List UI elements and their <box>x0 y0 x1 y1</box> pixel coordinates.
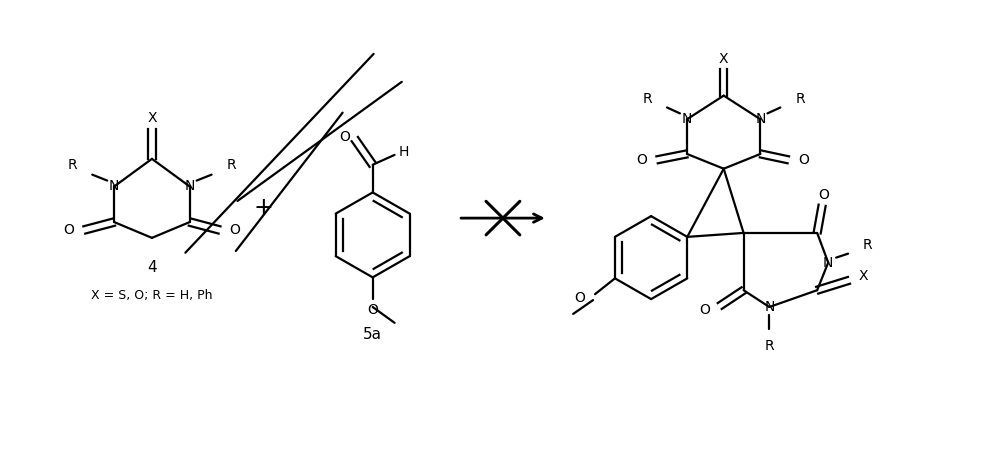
Text: N: N <box>822 255 832 270</box>
Text: O: O <box>817 188 828 202</box>
Text: R: R <box>795 92 805 106</box>
Text: N: N <box>184 179 194 193</box>
Text: 5a: 5a <box>363 327 382 342</box>
Text: O: O <box>636 153 647 167</box>
Text: N: N <box>681 112 691 126</box>
Text: X: X <box>858 270 868 284</box>
Text: O: O <box>698 303 709 317</box>
Text: O: O <box>63 223 74 237</box>
Text: R: R <box>764 338 773 352</box>
Text: O: O <box>798 153 809 167</box>
Text: +: + <box>253 196 273 220</box>
Text: R: R <box>68 158 77 172</box>
Text: X = S, O; R = H, Ph: X = S, O; R = H, Ph <box>91 289 212 302</box>
Text: O: O <box>339 130 350 144</box>
Text: H: H <box>398 145 408 159</box>
Text: X: X <box>718 52 728 66</box>
Text: 4: 4 <box>147 260 157 275</box>
Text: R: R <box>862 238 872 252</box>
Text: N: N <box>108 179 119 193</box>
Text: R: R <box>226 158 236 172</box>
Text: X: X <box>147 111 157 125</box>
Text: R: R <box>642 92 652 106</box>
Text: O: O <box>230 223 241 237</box>
Text: N: N <box>754 112 765 126</box>
Text: O: O <box>574 291 585 305</box>
Text: N: N <box>763 300 774 314</box>
Text: O: O <box>367 303 378 317</box>
